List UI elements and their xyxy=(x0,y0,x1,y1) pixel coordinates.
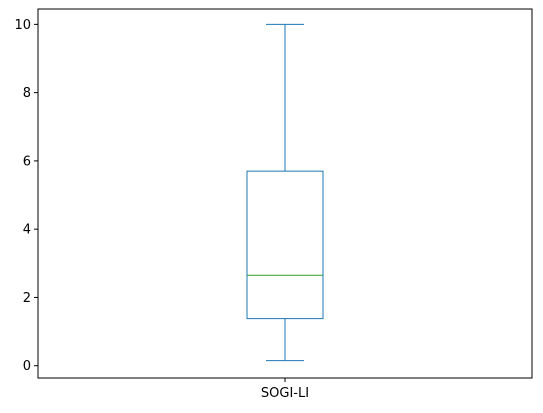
y-tick-label: 10 xyxy=(14,18,31,33)
y-tick-label: 4 xyxy=(23,223,31,238)
x-tick-label: SOGI-LI xyxy=(261,386,309,401)
y-tick-label: 0 xyxy=(23,359,31,374)
y-tick-label: 6 xyxy=(23,154,31,169)
interquartile-box xyxy=(246,170,324,320)
y-tick-label: 8 xyxy=(23,86,31,101)
box-plot-series xyxy=(246,23,324,362)
y-tick-label: 2 xyxy=(23,291,31,306)
x-axis-ticks: SOGI-LI xyxy=(261,378,309,401)
y-axis-ticks: 0 2 4 6 8 10 xyxy=(14,18,38,374)
